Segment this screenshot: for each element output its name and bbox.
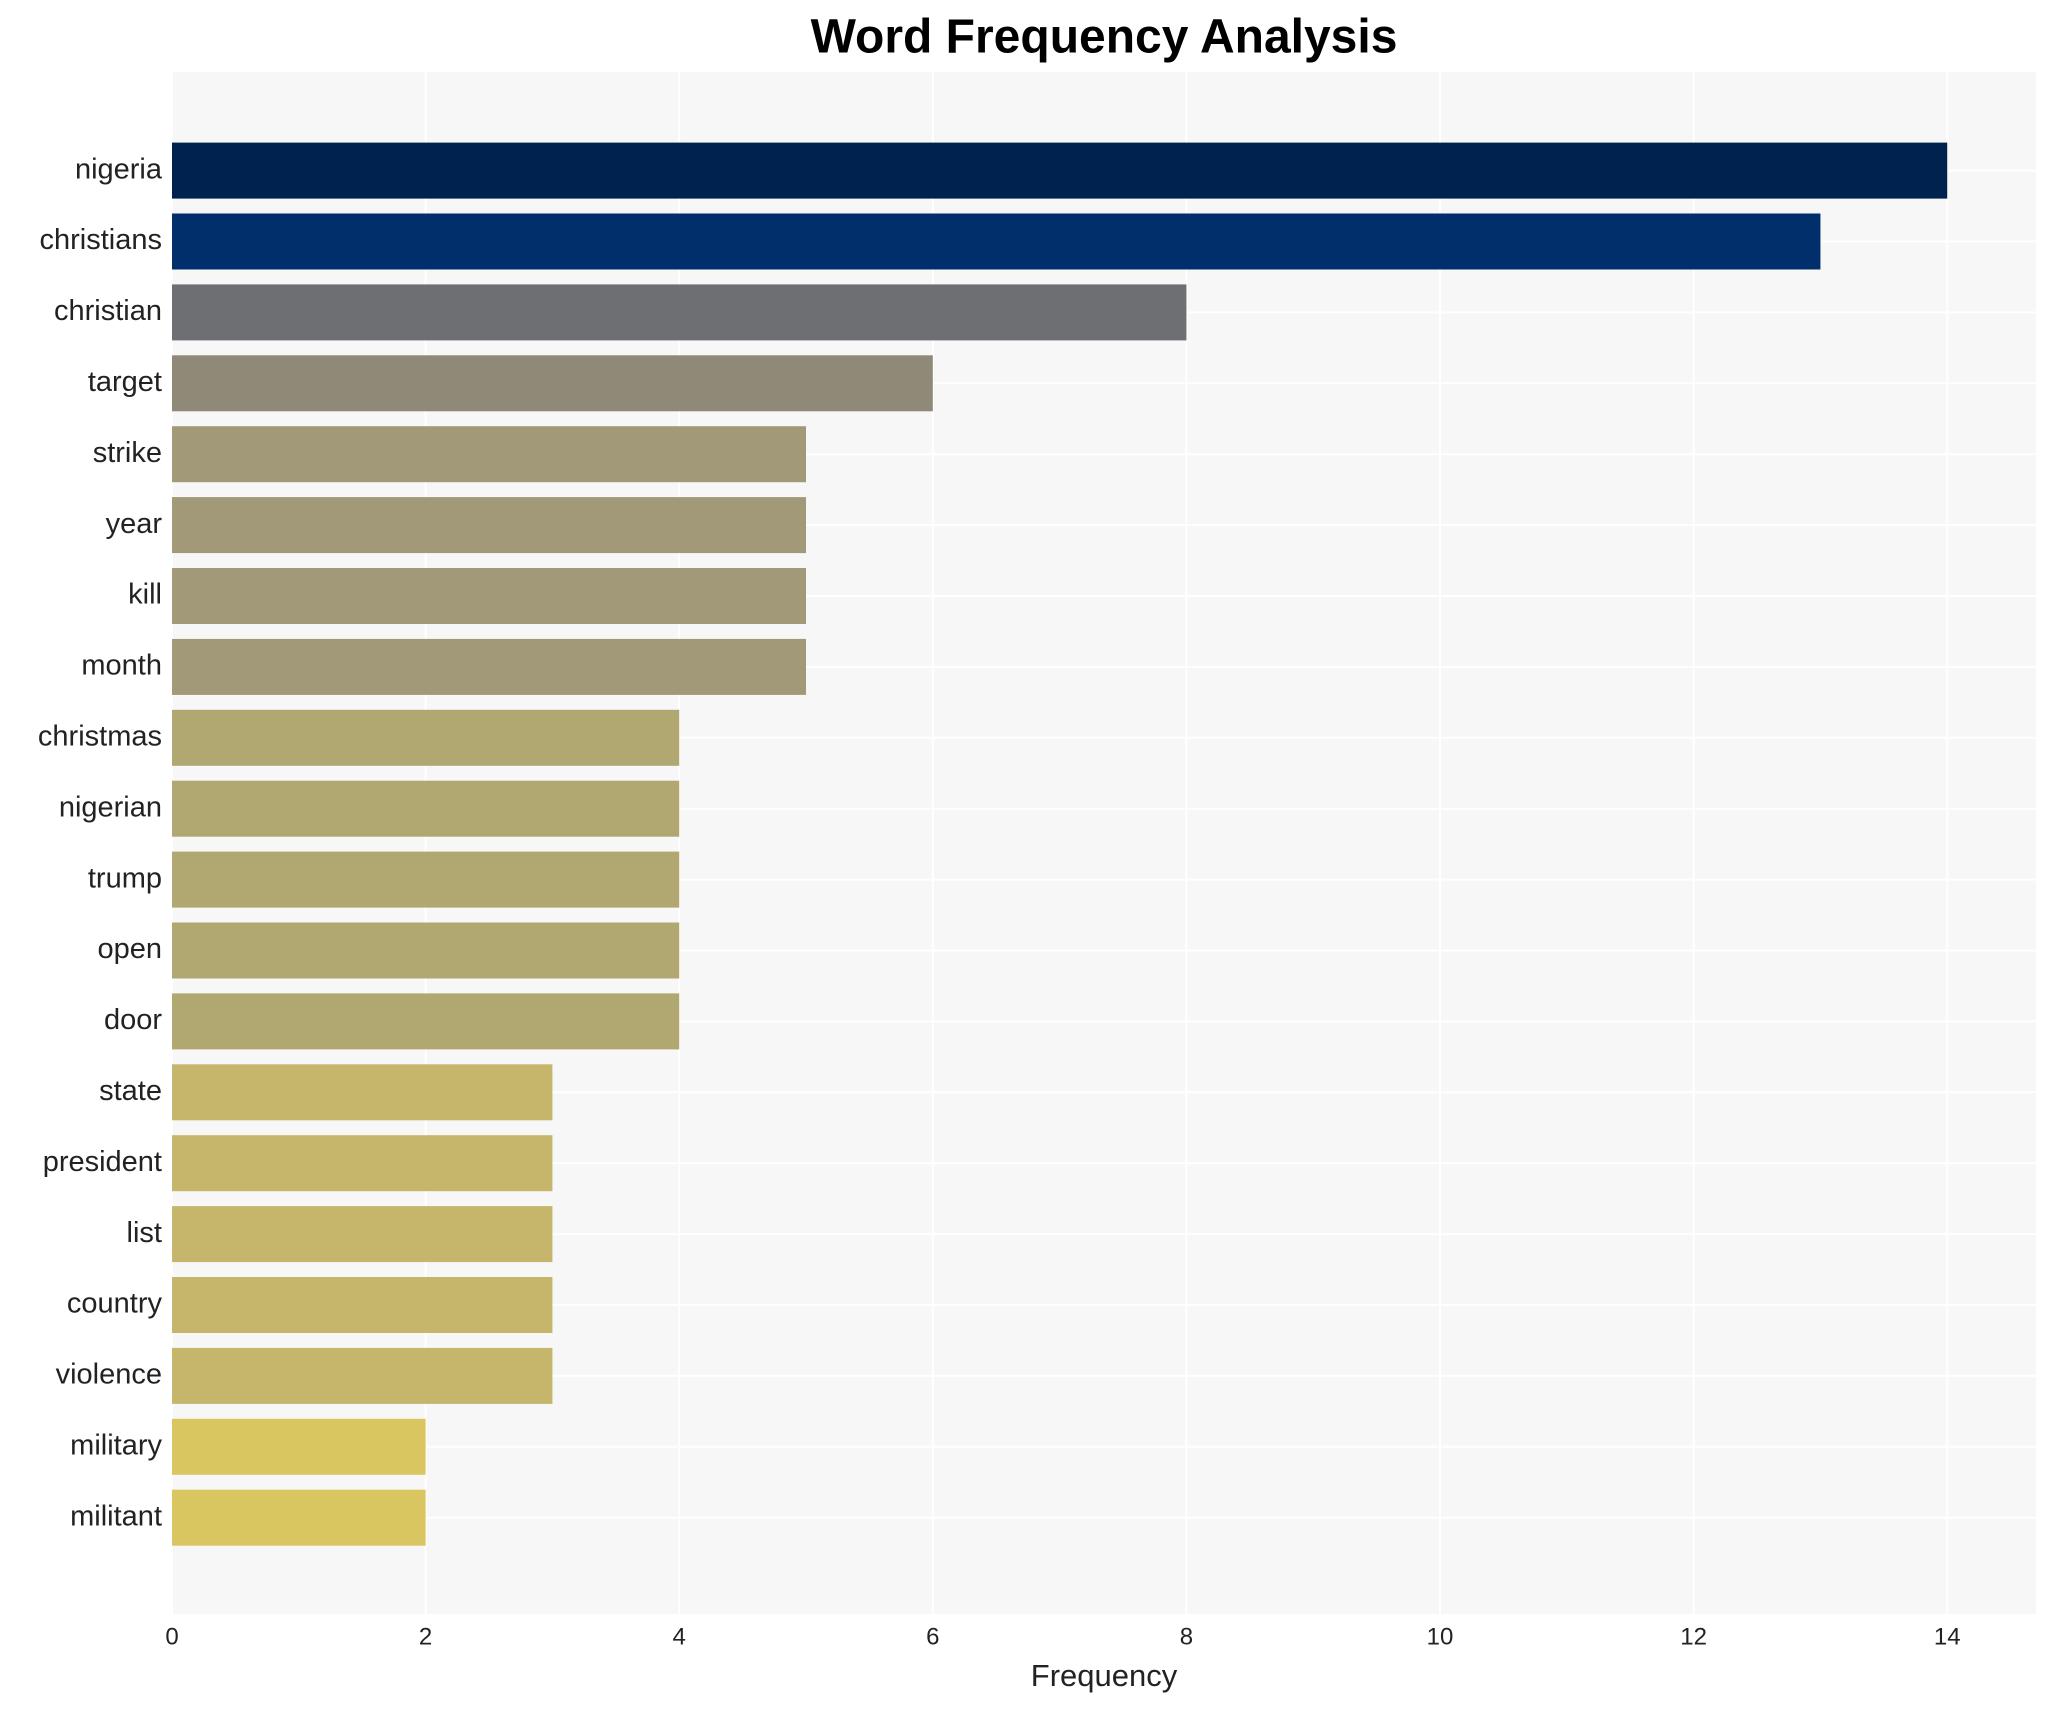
bar: [172, 568, 807, 624]
x-tick-label: 10: [1427, 1623, 1454, 1650]
bar: [172, 1206, 553, 1263]
y-tick-label: open: [97, 933, 162, 965]
y-tick-label: year: [106, 508, 163, 540]
bar: [172, 638, 807, 695]
y-tick-label: president: [43, 1146, 162, 1178]
y-tick-label: country: [67, 1288, 163, 1320]
y-tick-label: list: [127, 1217, 162, 1249]
y-tick-label: nigerian: [59, 791, 162, 823]
x-axis-label: Frequency: [1031, 1658, 1178, 1693]
bar: [172, 284, 1187, 341]
y-tick-label: christmas: [38, 720, 162, 752]
x-tick-label: 8: [1180, 1623, 1193, 1650]
bar: [172, 1064, 553, 1121]
bar: [172, 1418, 426, 1475]
y-tick-label: strike: [93, 437, 162, 469]
bar: [172, 922, 680, 979]
y-tick-label: trump: [88, 862, 162, 894]
bar: [172, 851, 680, 908]
y-tick-label: kill: [128, 579, 162, 611]
y-tick-label: month: [81, 650, 162, 682]
x-tick-label: 6: [926, 1623, 939, 1650]
x-tick-label: 12: [1680, 1623, 1707, 1650]
bar: [172, 142, 1948, 199]
x-tick-label: 0: [165, 1623, 178, 1650]
y-tick-label: target: [88, 366, 162, 398]
bar: [172, 780, 680, 837]
bar: [172, 497, 807, 554]
bar: [172, 1347, 553, 1404]
bar: [172, 993, 680, 1050]
bar: [172, 426, 807, 483]
y-tick-label: nigeria: [75, 153, 163, 185]
x-tick-label: 4: [673, 1623, 686, 1650]
bar: [172, 1489, 426, 1546]
bar: [172, 1135, 553, 1192]
bar: [172, 709, 680, 766]
bar: [172, 355, 933, 412]
y-tick-label: military: [70, 1429, 162, 1461]
y-tick-label: door: [104, 1004, 162, 1036]
y-tick-label: militant: [70, 1500, 162, 1532]
y-tick-label: state: [99, 1075, 162, 1107]
y-tick-label: violence: [56, 1359, 162, 1391]
bar: [172, 213, 1821, 270]
x-tick-label: 14: [1934, 1623, 1961, 1650]
y-tick-label: christians: [40, 224, 163, 256]
x-tick-label: 2: [419, 1623, 432, 1650]
y-tick-label: christian: [54, 295, 162, 327]
chart-title: Word Frequency Analysis: [811, 11, 1398, 64]
bar: [172, 1277, 553, 1333]
